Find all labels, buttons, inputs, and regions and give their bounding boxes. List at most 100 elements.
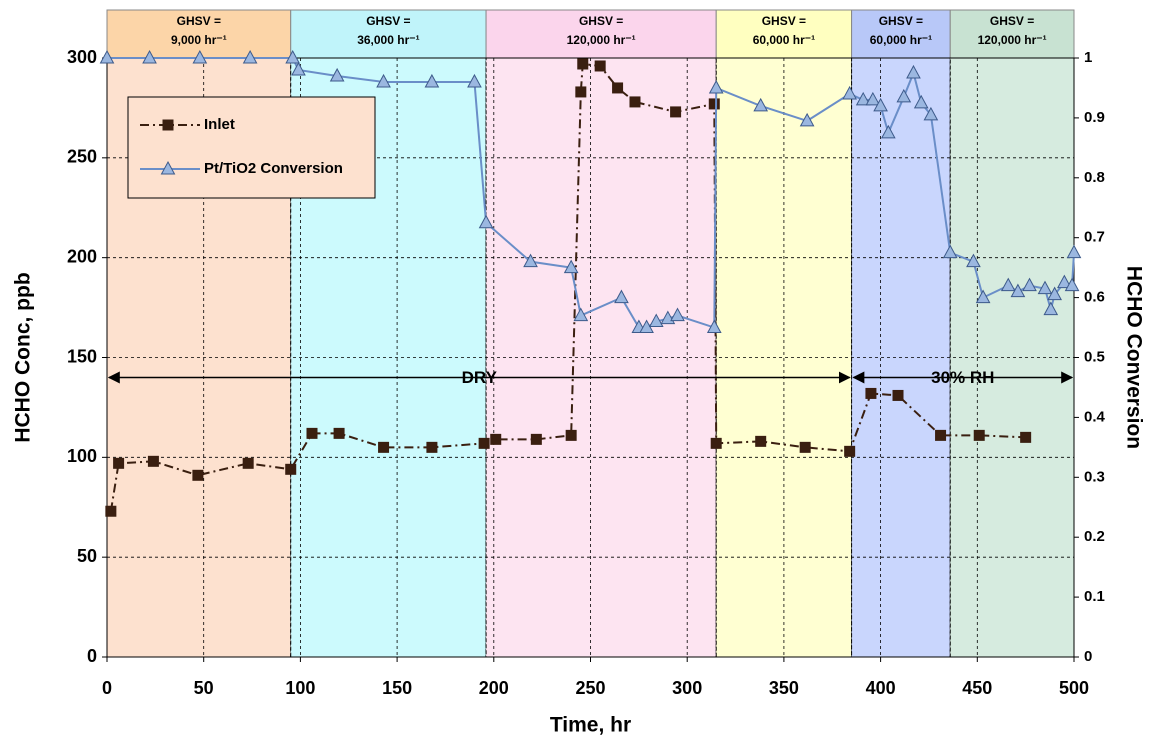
data-point [710,437,722,449]
data-point [192,49,208,64]
x-tick-label: 350 [769,678,799,698]
data-point [285,49,301,64]
y2-tick-label: 0.6 [1084,289,1105,306]
x-axis-title: Time, hr [550,714,631,737]
data-point [880,124,896,139]
data-point [99,49,115,64]
y2-tick-label: 0.5 [1084,348,1105,365]
data-point [896,88,912,103]
region-label: 120,000 hr⁻¹ [978,33,1047,47]
data-point [706,319,722,334]
data-point [478,214,494,229]
data-point [306,427,318,439]
data-point [530,433,542,445]
data-point [291,61,306,76]
data-point [855,91,871,106]
data-point [1000,277,1016,292]
data-point [973,429,985,441]
y-tick-label: 50 [77,546,97,566]
region [949,57,1075,658]
data-point [865,387,877,399]
y2-tick-label: 0.8 [1084,169,1105,186]
x-tick-label: 300 [672,678,702,698]
data-point [113,457,125,469]
data-point [913,94,929,109]
region-label: GHSV = [879,14,923,28]
data-point [1043,301,1059,316]
data-point [478,437,490,449]
data-point [670,106,682,118]
data-point [865,91,881,106]
x-tick-label: 0 [102,678,112,698]
data-point [1022,277,1037,292]
annotation: DRY [462,368,498,387]
data-point [614,289,629,304]
y-tick-label: 100 [67,446,97,466]
annotation: 30% RH [931,368,994,387]
data-point [799,112,815,127]
y2-tick-label: 0.7 [1084,229,1105,246]
region-label: 9,000 hr⁻¹ [171,33,227,47]
y2-tick-label: 0.4 [1084,408,1106,425]
data-point [873,97,888,112]
data-point [490,433,502,445]
data-point [424,73,440,88]
data-point [1064,277,1080,292]
data-point [648,313,664,328]
data-point [523,253,538,268]
y-tick-label: 300 [67,47,97,67]
region-label: 60,000 hr⁻¹ [753,33,815,47]
data-point [333,427,345,439]
y2-tick-label: 0 [1084,648,1092,665]
x-tick-label: 200 [479,678,509,698]
y-tick-label: 200 [67,246,97,266]
data-point [975,289,991,304]
y2-tick-label: 0.9 [1084,109,1105,126]
data-point [1047,286,1062,301]
region-label: GHSV = [762,14,806,28]
data-point [192,469,204,481]
data-point [923,106,939,121]
region-label: 60,000 hr⁻¹ [870,33,932,47]
legend-box [127,96,376,199]
region [715,57,853,658]
region-label: GHSV = [366,14,410,28]
region-label: GHSV = [579,14,623,28]
x-tick-label: 50 [194,678,214,698]
data-point [1020,431,1032,443]
data-point [1010,283,1026,298]
x-tick-label: 250 [575,678,605,698]
region-header [106,9,292,59]
region-label: 120,000 hr⁻¹ [567,33,636,47]
data-point [105,505,117,517]
x-tick-label: 500 [1059,678,1089,698]
y2-tick-label: 0.3 [1084,468,1105,485]
region-label: GHSV = [990,14,1034,28]
data-point [329,67,345,82]
data-point [573,307,589,322]
data-point [942,244,958,259]
legend-marker [160,160,176,175]
y2-tick-label: 1 [1084,49,1092,66]
data-point [242,49,258,64]
data-point [142,49,157,64]
x-tick-label: 400 [866,678,896,698]
data-point [577,58,589,70]
y2-axis-title: HCHO Conversion [1122,266,1145,449]
data-point [563,259,579,274]
region-label: 36,000 hr⁻¹ [357,33,419,47]
data-point [708,98,720,110]
data-point [575,86,587,98]
data-point [378,441,390,453]
legend-label: Pt/TiO2 Conversion [204,160,343,177]
region-header [851,9,951,59]
x-tick-label: 100 [285,678,315,698]
data-point [629,96,641,108]
data-point [753,97,769,112]
data-point [755,435,767,447]
data-point [376,73,391,88]
data-point [1066,244,1082,259]
data-point [1037,280,1053,295]
x-tick-label: 150 [382,678,412,698]
